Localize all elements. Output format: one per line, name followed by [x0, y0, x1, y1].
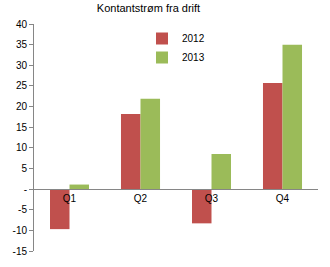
- svg-text:Q2: Q2: [134, 193, 148, 204]
- svg-text:5: 5: [21, 163, 27, 174]
- svg-text:10: 10: [16, 142, 28, 153]
- svg-text:25: 25: [16, 80, 28, 91]
- svg-text:35: 35: [16, 39, 28, 50]
- svg-text:30: 30: [16, 60, 28, 71]
- svg-text:2013: 2013: [182, 52, 205, 63]
- svg-text:20: 20: [16, 101, 28, 112]
- svg-text:-15: -15: [13, 246, 28, 257]
- svg-text:-5: -5: [18, 204, 27, 215]
- svg-text:Kontantstrøm fra drift: Kontantstrøm fra drift: [97, 2, 200, 14]
- svg-text:Q3: Q3: [205, 193, 219, 204]
- svg-text:2012: 2012: [182, 33, 205, 44]
- svg-text:Q4: Q4: [276, 193, 290, 204]
- svg-text:40: 40: [16, 19, 28, 30]
- svg-text:Q1: Q1: [63, 193, 77, 204]
- svg-text:-10: -10: [13, 225, 28, 236]
- svg-text:-: -: [24, 184, 27, 195]
- svg-text:15: 15: [16, 122, 28, 133]
